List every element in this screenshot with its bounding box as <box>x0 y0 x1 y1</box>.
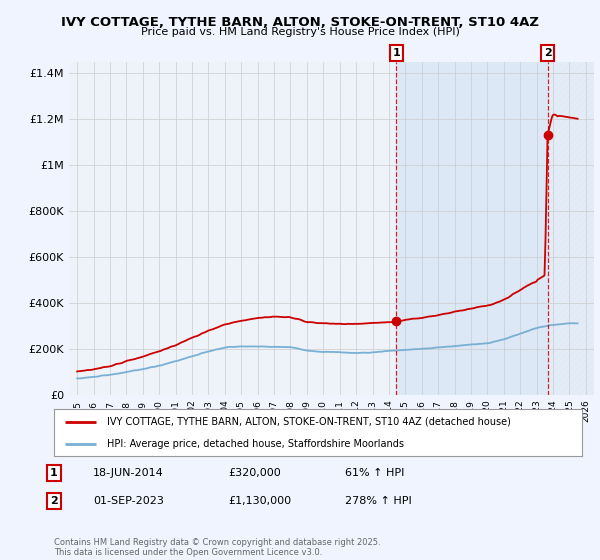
Text: 18-JUN-2014: 18-JUN-2014 <box>93 468 164 478</box>
Text: 278% ↑ HPI: 278% ↑ HPI <box>345 496 412 506</box>
Text: £1,130,000: £1,130,000 <box>228 496 291 506</box>
Text: 01-SEP-2023: 01-SEP-2023 <box>93 496 164 506</box>
Text: 1: 1 <box>50 468 58 478</box>
Text: 2: 2 <box>544 48 551 58</box>
Text: HPI: Average price, detached house, Staffordshire Moorlands: HPI: Average price, detached house, Staf… <box>107 438 404 449</box>
Text: 61% ↑ HPI: 61% ↑ HPI <box>345 468 404 478</box>
Text: 1: 1 <box>392 48 400 58</box>
Text: Price paid vs. HM Land Registry's House Price Index (HPI): Price paid vs. HM Land Registry's House … <box>140 27 460 37</box>
Text: IVY COTTAGE, TYTHE BARN, ALTON, STOKE-ON-TRENT, ST10 4AZ: IVY COTTAGE, TYTHE BARN, ALTON, STOKE-ON… <box>61 16 539 29</box>
Bar <box>548 62 594 395</box>
Bar <box>397 62 548 395</box>
Text: IVY COTTAGE, TYTHE BARN, ALTON, STOKE-ON-TRENT, ST10 4AZ (detached house): IVY COTTAGE, TYTHE BARN, ALTON, STOKE-ON… <box>107 417 511 427</box>
Text: Contains HM Land Registry data © Crown copyright and database right 2025.
This d: Contains HM Land Registry data © Crown c… <box>54 538 380 557</box>
Text: £320,000: £320,000 <box>228 468 281 478</box>
Text: 2: 2 <box>50 496 58 506</box>
